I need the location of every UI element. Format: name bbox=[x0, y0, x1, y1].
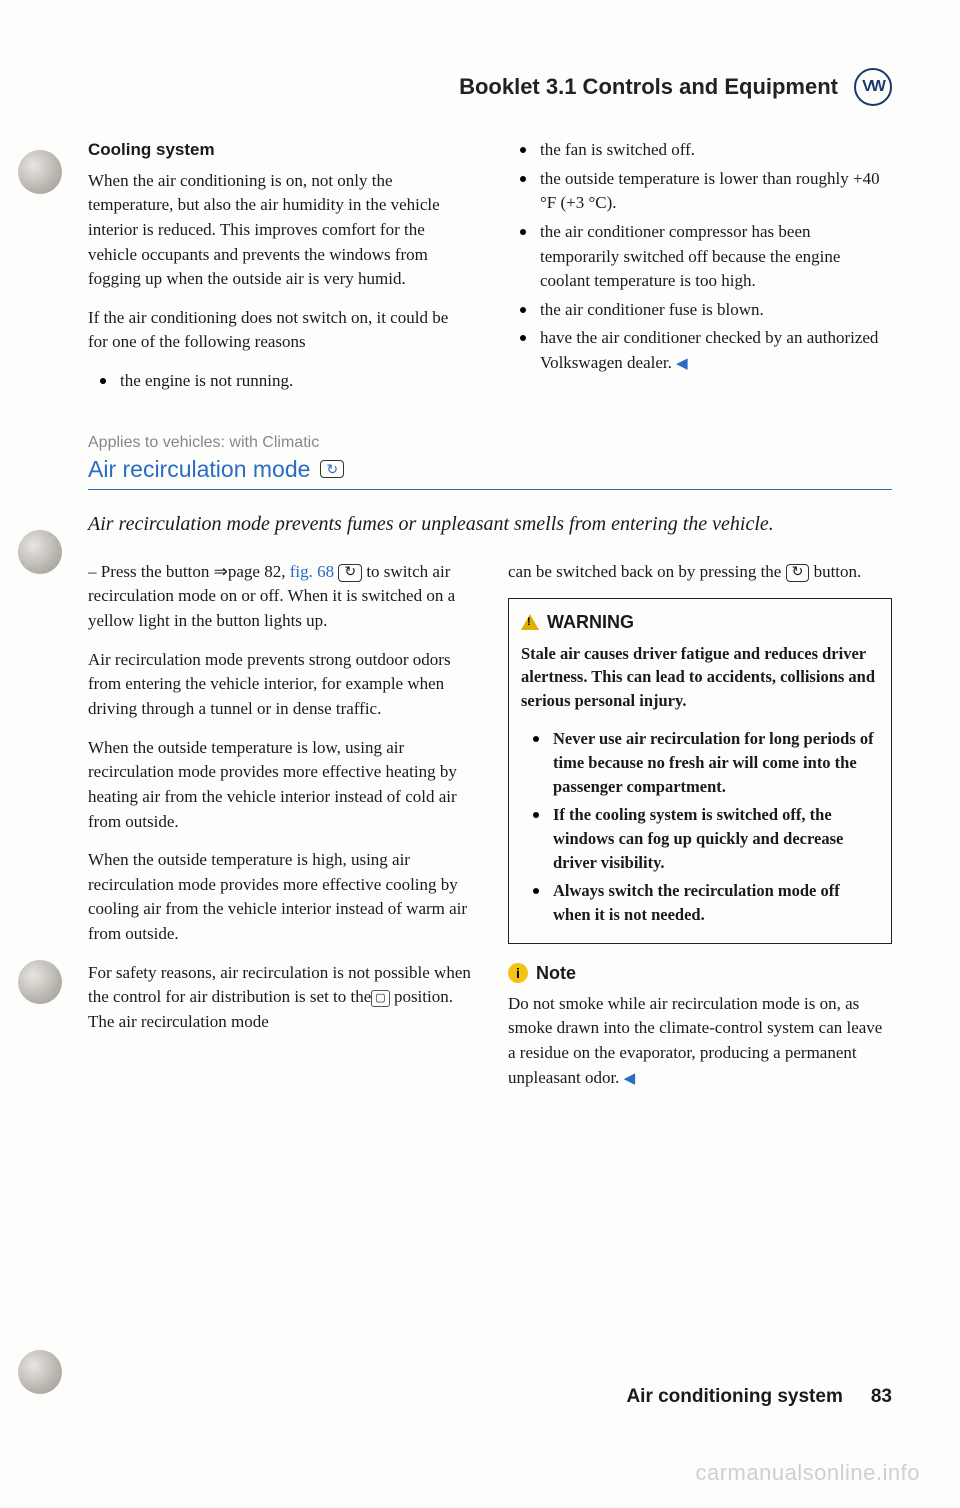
cooling-heading: Cooling system bbox=[88, 138, 472, 163]
recirc-p2: When the outside temperature is low, usi… bbox=[88, 736, 472, 835]
recirc-p1: Air recirculation mode prevents strong o… bbox=[88, 648, 472, 722]
cooling-bullet: the engine is not running. bbox=[88, 369, 472, 394]
warning-head-text: WARNING bbox=[547, 609, 634, 635]
bullet-text: the outside temperature is lower than ro… bbox=[540, 167, 892, 216]
vw-logo-icon: VW bbox=[854, 68, 892, 106]
footer-section: Air conditioning system bbox=[626, 1386, 842, 1408]
bullet-icon bbox=[520, 176, 526, 182]
bullet-icon bbox=[533, 736, 539, 742]
note-p1: Do not smoke while air recirculation mod… bbox=[508, 992, 892, 1091]
end-marker-icon: ◀ bbox=[624, 1071, 636, 1087]
recirc-right-col: can be switched back on by pressing the … bbox=[508, 560, 892, 1105]
page-footer: Air conditioning system 83 bbox=[626, 1386, 892, 1408]
bullet-text: Never use air recirculation for long per… bbox=[553, 727, 879, 799]
bullet-icon bbox=[520, 335, 526, 341]
cooling-bullet: the fan is switched off. bbox=[508, 138, 892, 163]
applies-note: Applies to vehicles: with Climatic bbox=[88, 434, 892, 452]
recirc-lead: Air recirculation mode prevents fumes or… bbox=[88, 510, 892, 538]
bullet-icon bbox=[520, 229, 526, 235]
warning-heading: WARNING bbox=[521, 609, 879, 635]
warning-bullet: If the cooling system is switched off, t… bbox=[521, 803, 879, 875]
binding-hole bbox=[18, 1350, 62, 1394]
warning-p1: Stale air causes driver fatigue and redu… bbox=[521, 642, 879, 714]
footer-page-number: 83 bbox=[871, 1386, 892, 1408]
bullet-text: If the cooling system is switched off, t… bbox=[553, 803, 879, 875]
warning-bullet: Always switch the recirculation mode off… bbox=[521, 879, 879, 927]
cooling-left-col: Cooling system When the air conditioning… bbox=[88, 138, 472, 398]
cooling-bullet: the air conditioner compressor has been … bbox=[508, 220, 892, 294]
cooling-section: Cooling system When the air conditioning… bbox=[88, 138, 892, 398]
heading-rule bbox=[88, 489, 892, 490]
binding-hole bbox=[18, 150, 62, 194]
bullet-icon bbox=[100, 378, 106, 384]
bullet-text: the fan is switched off. bbox=[540, 138, 695, 163]
booklet-title: Booklet 3.1 Controls and Equipment bbox=[459, 74, 838, 100]
recirc-instruction: – Press the button ⇒page 82, fig. 68 ↻ t… bbox=[88, 560, 472, 634]
bullet-icon bbox=[533, 888, 539, 894]
recirc-body: – Press the button ⇒page 82, fig. 68 ↻ t… bbox=[88, 560, 892, 1105]
defrost-icon: ▢ bbox=[371, 990, 389, 1008]
warning-triangle-icon bbox=[521, 614, 539, 630]
recirc-left-col: – Press the button ⇒page 82, fig. 68 ↻ t… bbox=[88, 560, 472, 1105]
note-heading: i Note bbox=[508, 960, 892, 986]
cooling-right-col: the fan is switched off. the outside tem… bbox=[508, 138, 892, 398]
bullet-text: the engine is not running. bbox=[120, 369, 293, 394]
watermark: carmanualsonline.info bbox=[695, 1460, 920, 1486]
recirc-icon: ↻ bbox=[320, 460, 344, 478]
binding-hole bbox=[18, 960, 62, 1004]
recirc-heading-text: Air recirculation mode bbox=[88, 456, 310, 483]
recirc-p3: When the outside temperature is high, us… bbox=[88, 848, 472, 947]
bullet-text: have the air conditioner checked by an a… bbox=[540, 326, 892, 375]
bullet-text: Always switch the recirculation mode off… bbox=[553, 879, 879, 927]
end-marker-icon: ◀ bbox=[676, 356, 688, 372]
recirc-p5: can be switched back on by pressing the … bbox=[508, 560, 892, 585]
note-info-icon: i bbox=[508, 963, 528, 983]
recirc-heading: Air recirculation mode ↻ bbox=[88, 456, 892, 489]
cooling-bullet: the outside temperature is lower than ro… bbox=[508, 167, 892, 216]
cooling-p1: When the air conditioning is on, not onl… bbox=[88, 169, 472, 292]
note-head-text: Note bbox=[536, 960, 576, 986]
cooling-bullet: have the air conditioner checked by an a… bbox=[508, 326, 892, 375]
binding-hole bbox=[18, 530, 62, 574]
recirc-p4: For safety reasons, air recirculation is… bbox=[88, 961, 472, 1035]
bullet-text: the air conditioner fuse is blown. bbox=[540, 298, 764, 323]
cooling-p2: If the air conditioning does not switch … bbox=[88, 306, 472, 355]
recirc-icon: ↻ bbox=[338, 564, 362, 582]
bullet-icon bbox=[520, 147, 526, 153]
cooling-bullet: the air conditioner fuse is blown. bbox=[508, 298, 892, 323]
bullet-icon bbox=[533, 812, 539, 818]
warning-bullet: Never use air recirculation for long per… bbox=[521, 727, 879, 799]
fig-link: fig. 68 bbox=[290, 562, 334, 581]
bullet-icon bbox=[520, 307, 526, 313]
page-header: Booklet 3.1 Controls and Equipment VW bbox=[88, 68, 892, 106]
recirc-icon: ↻ bbox=[786, 564, 810, 582]
bullet-text: the air conditioner compressor has been … bbox=[540, 220, 892, 294]
warning-box: WARNING Stale air causes driver fatigue … bbox=[508, 598, 892, 943]
